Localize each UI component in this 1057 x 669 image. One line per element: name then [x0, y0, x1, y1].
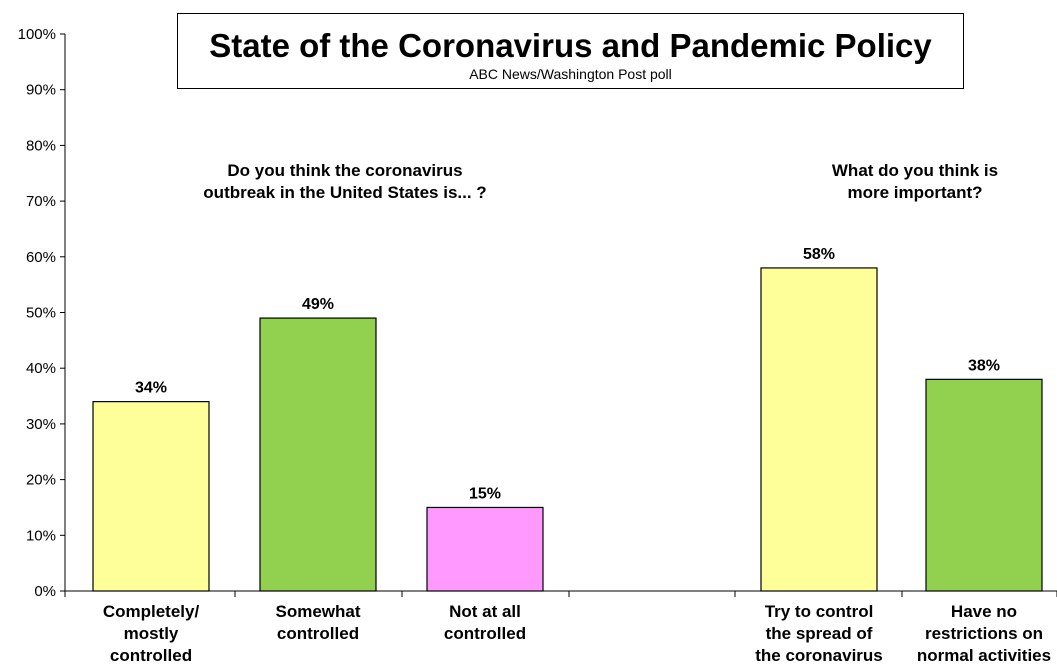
bar-value-label: 15% [469, 485, 501, 502]
bar [760, 267, 878, 592]
bar-value-label: 38% [968, 357, 1000, 374]
y-tick-label: 0% [34, 583, 56, 600]
chart-title-box: State of the Coronavirus and Pandemic Po… [177, 13, 964, 89]
y-tick-label: 90% [26, 82, 56, 99]
axis-layer: 0% 10% 20% 30% 40% 50% 60% 70% 80% 90% 100% [18, 26, 1057, 600]
x-category-label: controlled [444, 624, 526, 643]
y-tick-label: 10% [26, 527, 56, 544]
x-category-label: controlled [110, 646, 192, 665]
question-label: Do you think the coronavirus [227, 161, 462, 180]
x-category-label: mostly [124, 624, 179, 643]
question-label: outbreak in the United States is... ? [203, 183, 486, 202]
y-tick-label: 20% [26, 472, 56, 489]
x-category-label: Try to control [765, 602, 874, 621]
bar [925, 378, 1043, 592]
bar-value-label: 34% [135, 380, 167, 397]
x-category-label: Somewhat [275, 602, 360, 621]
y-tick-label: 80% [26, 137, 56, 154]
y-tick-label: 70% [26, 193, 56, 210]
x-category-label: the spread of [766, 624, 873, 643]
bars-layer [92, 267, 1043, 592]
labels-layer: Do you think the coronavirus outbreak in … [103, 161, 1051, 665]
x-category-label: controlled [277, 624, 359, 643]
question-label: more important? [847, 183, 982, 202]
x-category-label: the coronavirus [755, 646, 883, 665]
y-tick-label: 40% [26, 360, 56, 377]
y-tick-label: 100% [18, 26, 56, 43]
bar [426, 506, 544, 592]
question-label: What do you think is [832, 161, 998, 180]
chart-subtitle: ABC News/Washington Post poll [469, 66, 672, 82]
y-tick-label: 60% [26, 249, 56, 266]
bar-value-label: 49% [302, 296, 334, 313]
bar [92, 401, 210, 592]
bar-value-label: 58% [803, 246, 835, 263]
chart-title: State of the Coronavirus and Pandemic Po… [209, 27, 932, 64]
x-category-label: restrictions on [925, 624, 1043, 643]
x-category-label: Have no [951, 602, 1017, 621]
x-category-label: Completely/ [103, 602, 200, 621]
bar [259, 317, 377, 592]
y-tick-label: 30% [26, 416, 56, 433]
x-category-label: Not at all [449, 602, 521, 621]
y-tick-label: 50% [26, 305, 56, 322]
x-category-label: normal activities [917, 646, 1051, 665]
